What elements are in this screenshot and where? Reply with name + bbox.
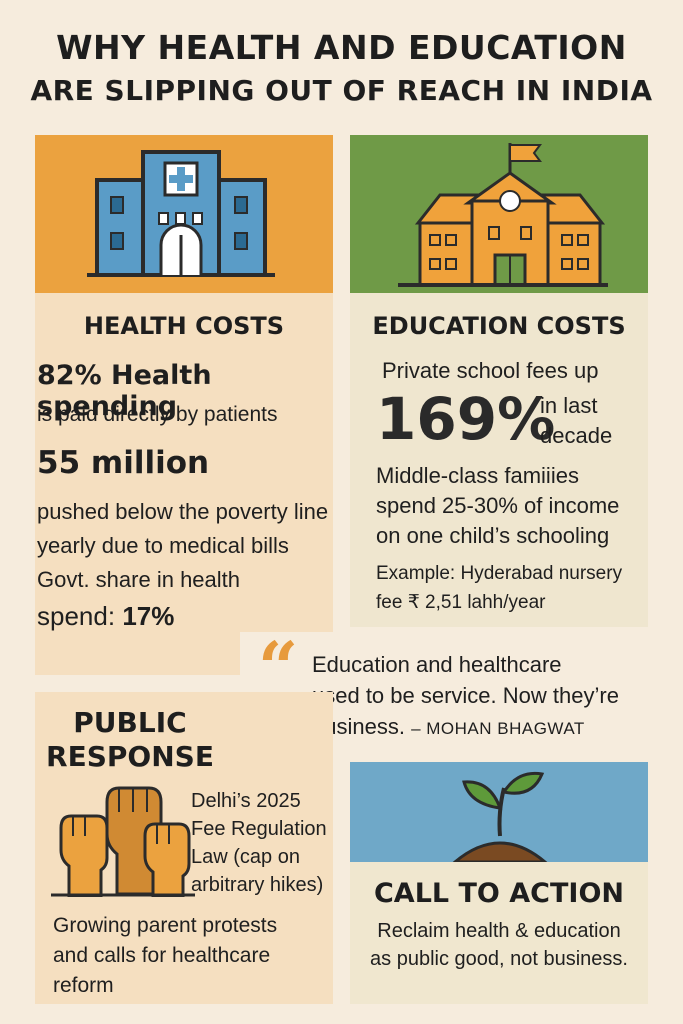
- health-header: [35, 135, 333, 293]
- law-line4: arbitrary hikes): [191, 874, 324, 896]
- law-line1: Delhi’s 2025: [191, 790, 301, 812]
- quote-author: – MOHAN BHAGWAT: [411, 719, 585, 738]
- page-title-line1: WHY HEALTH AND EDUCATION: [56, 28, 627, 67]
- education-big-value: 169%: [376, 385, 556, 453]
- health-stat2-value: 55 million: [37, 445, 210, 481]
- call-to-action-panel: CALL TO ACTION Reclaim health & educatio…: [350, 762, 648, 1004]
- health-stat3-text-line2: spend:: [37, 601, 116, 631]
- protest-line3: reform: [53, 974, 114, 997]
- education-side-line2: decade: [540, 423, 613, 448]
- hospital-icon: [87, 150, 275, 277]
- health-stat2-text-line1: pushed below the poverty line: [37, 499, 329, 524]
- page-title-line2: ARE SLIPPING OUT OF REACH IN INDIA: [30, 74, 653, 107]
- public-response-heading-line1: PUBLIC: [73, 706, 187, 739]
- law-line3: Law (cap on: [191, 846, 300, 868]
- education-line1: Private school fees up: [382, 358, 599, 383]
- school-icon: [398, 143, 608, 287]
- health-heading: HEALTH COSTS: [83, 312, 285, 340]
- quote-line3-row: business. – MOHAN BHAGWAT: [312, 714, 585, 740]
- public-response-heading-line2: RESPONSE: [46, 740, 214, 773]
- health-stat3-value: 17%: [122, 601, 175, 631]
- raised-fists-icon: [51, 786, 195, 897]
- health-panel: HEALTH COSTS 82% Health spending is paid…: [35, 135, 333, 675]
- call-to-action-line2: as public good, not business.: [370, 948, 628, 970]
- education-heading: EDUCATION COSTS: [372, 312, 626, 340]
- education-stat-line2: spend 25-30% of income: [376, 493, 620, 518]
- law-line2: Fee Regulation: [191, 818, 327, 840]
- quote-line2: used to be service. Now they’re: [312, 683, 619, 708]
- sprout-icon: [452, 771, 548, 862]
- health-stat1-value: 82% Health spending: [37, 360, 212, 422]
- health-stat1-text: is paid directly by patients: [37, 403, 278, 426]
- health-stat3-row: spend: 17%: [37, 601, 174, 632]
- health-stat3-text-line1: Govt. share in health: [37, 567, 241, 592]
- education-example-line1: Example: Hyderabad nursery: [376, 563, 623, 584]
- education-stat-line1: Middle-class famiiies: [376, 463, 579, 488]
- public-response-panel: PUBLIC RESPONSE Delhi’s 2025 Fee Regulat…: [35, 692, 333, 1004]
- education-example-line2: fee ₹ 2,51 lahh/year: [376, 592, 546, 613]
- call-to-action-heading: CALL TO ACTION: [373, 878, 624, 909]
- quote-line1: Education and healthcare: [312, 652, 562, 677]
- call-to-action-line1: Reclaim health & education: [377, 920, 621, 942]
- education-side-line1: in last: [540, 393, 598, 418]
- education-stat-line3: on one child’s schooling: [376, 523, 610, 548]
- education-header: [350, 135, 648, 293]
- education-panel: EDUCATION COSTS Private school fees up 1…: [350, 135, 648, 627]
- protest-line1: Growing parent protests: [53, 914, 278, 937]
- health-stat2-text-line2: yearly due to medical bills: [37, 533, 289, 558]
- call-to-action-header: [350, 762, 648, 862]
- protest-line2: and calls for healthcare: [53, 944, 271, 967]
